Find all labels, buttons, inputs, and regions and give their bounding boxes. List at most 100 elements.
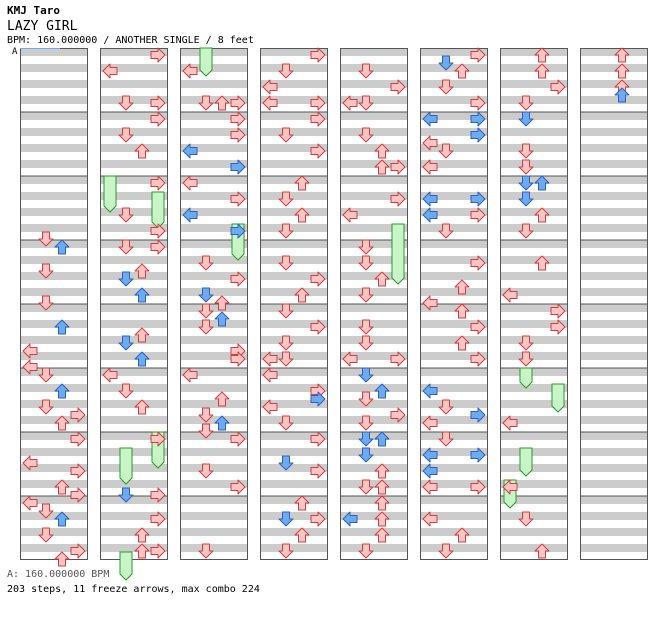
beat-stripe: [580, 448, 648, 456]
beat-stripe: [100, 432, 168, 440]
beat-stripe: [20, 384, 88, 392]
blue-down-arrow: [518, 175, 534, 191]
freeze-arrow-left: [103, 175, 117, 213]
red-down-arrow: [518, 159, 534, 175]
red-down-arrow: [198, 543, 214, 559]
beat-stripe: [420, 544, 488, 552]
red-right-arrow: [230, 111, 246, 127]
beat-stripe: [580, 432, 648, 440]
red-left-arrow: [182, 175, 198, 191]
beat-stripe: [340, 432, 408, 440]
blue-right-arrow: [310, 391, 326, 407]
beat-stripe: [180, 48, 248, 56]
blue-up-arrow: [214, 311, 230, 327]
beat-stripe: [500, 400, 568, 408]
red-up-arrow: [534, 255, 550, 271]
freeze-arrow-right: [391, 223, 405, 285]
beat-stripe: [100, 304, 168, 312]
red-right-arrow: [70, 407, 86, 423]
red-down-arrow: [518, 335, 534, 351]
beat-stripe: [580, 480, 648, 488]
beat-stripe: [260, 416, 328, 424]
step-stats: 203 steps, 11 freeze arrows, max combo 2…: [7, 584, 260, 595]
beat-stripe: [260, 176, 328, 184]
red-left-arrow: [502, 287, 518, 303]
blue-down-arrow: [518, 191, 534, 207]
beat-stripe: [20, 112, 88, 120]
beat-stripe: [180, 240, 248, 248]
chart-column-border: [180, 48, 248, 560]
beat-stripe: [500, 432, 568, 440]
red-left-arrow: [262, 367, 278, 383]
blue-left-arrow: [422, 463, 438, 479]
red-down-arrow: [358, 479, 374, 495]
beat-stripe: [260, 112, 328, 120]
beat-stripe: [580, 496, 648, 504]
red-down-arrow: [358, 63, 374, 79]
beat-stripe: [20, 224, 88, 232]
freeze-arrow-down: [199, 47, 213, 77]
beat-stripe: [260, 240, 328, 248]
red-down-arrow: [118, 383, 134, 399]
red-right-arrow: [310, 143, 326, 159]
red-up-arrow: [454, 63, 470, 79]
beat-stripe: [580, 304, 648, 312]
beat-stripe: [340, 96, 408, 104]
beat-stripe: [260, 336, 328, 344]
red-right-arrow: [230, 271, 246, 287]
beat-stripe: [580, 256, 648, 264]
beat-stripe: [340, 320, 408, 328]
blue-down-arrow: [278, 455, 294, 471]
beat-stripe: [420, 272, 488, 280]
red-down-arrow: [358, 255, 374, 271]
beat-stripe: [100, 208, 168, 216]
red-down-arrow: [518, 511, 534, 527]
beat-stripe: [580, 352, 648, 360]
chart-column-border: [260, 48, 328, 560]
beat-stripe: [420, 96, 488, 104]
beat-stripe: [500, 368, 568, 376]
red-right-arrow: [310, 511, 326, 527]
red-left-arrow: [342, 95, 358, 111]
blue-down-arrow: [118, 271, 134, 287]
blue-up-arrow: [54, 511, 70, 527]
beat-stripe: [100, 528, 168, 536]
blue-up-arrow: [54, 319, 70, 335]
blue-down-arrow: [358, 367, 374, 383]
beat-stripe: [20, 208, 88, 216]
beat-stripe: [420, 528, 488, 536]
blue-down-arrow: [518, 111, 534, 127]
red-up-arrow: [374, 159, 390, 175]
beat-stripe: [260, 304, 328, 312]
beat-stripe: [100, 400, 168, 408]
beat-stripe: [420, 352, 488, 360]
beat-stripe: [100, 272, 168, 280]
freeze-arrow-down: [519, 367, 533, 389]
beat-stripe: [20, 320, 88, 328]
red-down-arrow: [198, 255, 214, 271]
beat-stripe: [180, 368, 248, 376]
red-right-arrow: [150, 239, 166, 255]
beat-stripe: [100, 368, 168, 376]
beat-stripe: [340, 464, 408, 472]
red-right-arrow: [390, 191, 406, 207]
red-left-arrow: [262, 399, 278, 415]
beat-stripe: [260, 256, 328, 264]
beat-stripe: [180, 176, 248, 184]
red-down-arrow: [438, 543, 454, 559]
red-up-arrow: [454, 527, 470, 543]
beat-stripe: [260, 160, 328, 168]
red-left-arrow: [22, 455, 38, 471]
beat-stripe: [500, 224, 568, 232]
beat-stripe: [500, 128, 568, 136]
red-right-arrow: [310, 431, 326, 447]
red-right-arrow: [310, 111, 326, 127]
red-up-arrow: [614, 63, 630, 79]
beat-stripe: [260, 192, 328, 200]
beat-stripe: [260, 480, 328, 488]
beat-stripe: [20, 352, 88, 360]
red-down-arrow: [358, 415, 374, 431]
beat-stripe: [20, 304, 88, 312]
beat-stripe: [260, 320, 328, 328]
